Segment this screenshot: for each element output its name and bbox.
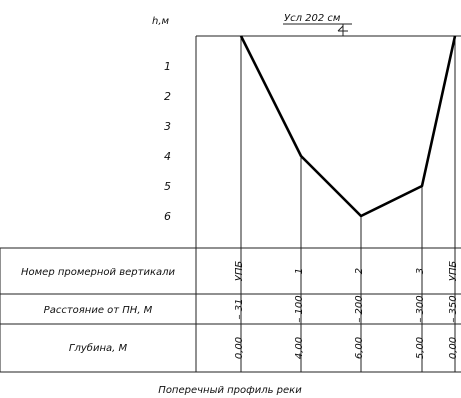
depth-axis-label: h,м [152,16,170,27]
depth-tick: 6 [164,210,171,223]
figure-caption: Поперечный профиль реки [158,385,302,396]
depth-tick: 2 [164,90,171,103]
depth-tick-labels: 1 2 3 4 5 6 [164,60,171,223]
water-level-marker [337,24,348,36]
row-label-distance: Расстояние от ПН, М [44,305,153,316]
table-cell-depth: 4,00 [294,337,305,359]
table-cell-distance: – 350 [448,295,459,322]
table-cell-distance: – 100 [294,295,305,322]
table-cell-vertical: 1 [294,268,305,274]
table-cell-depth: 6,00 [354,337,365,359]
depth-tick: 1 [164,60,171,73]
table-cell-vertical: 2 [354,268,365,274]
table-cell-vertical: УПБ [448,261,459,282]
table-cell-distance: – 31 [234,299,245,320]
data-table-grid [0,247,461,373]
measurement-verticals [240,36,456,372]
depth-tick: 4 [164,150,171,163]
water-level-label: Усл 202 см [284,13,341,24]
depth-tick: 5 [164,180,171,193]
row-label-vertical-number: Номер промерной вертикали [21,267,176,278]
table-cell-distance: – 200 [354,295,365,322]
river-bed-profile [239,35,457,218]
row-label-depth: Глубина, М [69,342,128,354]
table-cell-vertical: УПБ [234,261,245,282]
depth-tick: 3 [164,120,171,133]
table-cells: УПБ – 31 0,00 1 – 100 4,00 2 – 200 6,00 3 – 300 5,0… [234,261,459,360]
table-cell-depth: 0,00 [448,337,459,359]
table-cell-depth: 0,00 [234,337,245,359]
table-cell-vertical: 3 [415,268,426,274]
table-cell-depth: 5,00 [415,337,426,359]
table-cell-distance: – 300 [415,295,426,322]
